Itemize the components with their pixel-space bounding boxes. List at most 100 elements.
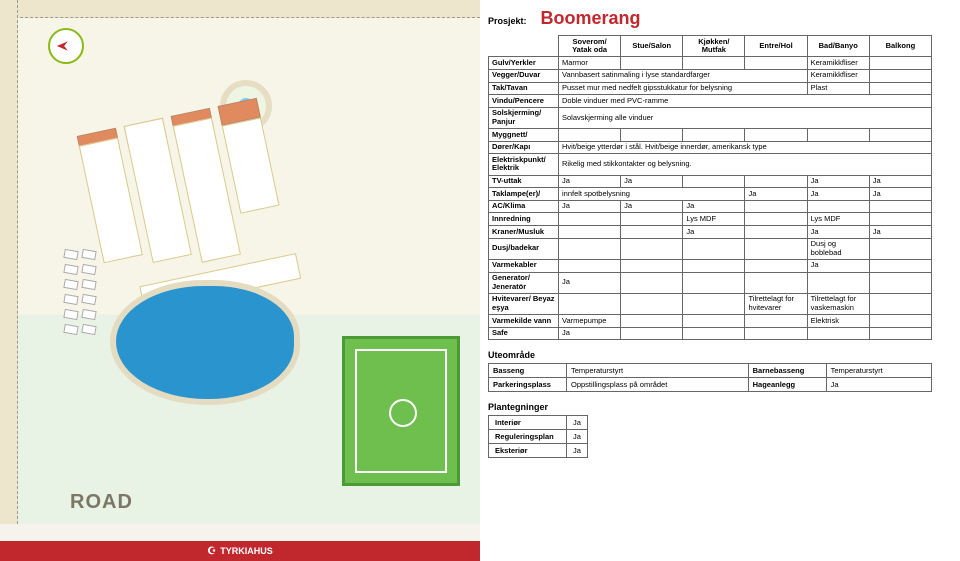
row-label: Generator/ Jeneratör [489, 272, 559, 293]
table-row: BassengTemperaturstyrtBarnebassengTemper… [489, 364, 932, 378]
row-value [559, 226, 621, 239]
row-label: Eksteriør [489, 444, 567, 458]
table-row: EksteriørJa [489, 444, 588, 458]
sports-field-icon [342, 336, 460, 486]
row-label: Taklampe(er)/ [489, 188, 559, 201]
row-value [559, 129, 621, 142]
row-value [683, 327, 745, 340]
project-header: Prosjekt: Boomerang [488, 8, 932, 29]
row-label: Vindu/Pencere [489, 95, 559, 108]
row-value [869, 315, 931, 328]
compass-icon [48, 28, 84, 64]
row-value [621, 213, 683, 226]
table-row: Dusj/badekar Dusj og boblebad [489, 238, 932, 259]
row-value: Ja [621, 200, 683, 213]
row-value [621, 57, 683, 70]
row-label: Reguleringsplan [489, 430, 567, 444]
row-value: Dusj og boblebad [807, 238, 869, 259]
row-value: Ja [869, 226, 931, 239]
row-value: Varmepumpe [559, 315, 621, 328]
row-value: Ja [807, 175, 869, 188]
row-value: Solavskjerming alle vinduer [559, 107, 932, 128]
row-value: Ja [567, 430, 588, 444]
row-value [807, 129, 869, 142]
table-row: Dører/KapıHvit/beige ytterdør i stål. Hv… [489, 141, 932, 154]
row-value: Ja [567, 444, 588, 458]
row-value [621, 238, 683, 259]
row-value [621, 226, 683, 239]
row-value [869, 272, 931, 293]
row-value: Rikelig med stikkontakter og belysning. [559, 154, 932, 175]
row-value [807, 327, 869, 340]
row-label: AC/Klima [489, 200, 559, 213]
row-value [683, 259, 745, 272]
row-value: Keramikkfliser [807, 57, 869, 70]
row-label: Gulv/Yerkler [489, 57, 559, 70]
road-top [0, 0, 480, 18]
table-row: ParkeringsplassOppstillingsplass på områ… [489, 378, 932, 392]
row-value: Vannbasert satinmaling i lyse standardfa… [559, 69, 808, 82]
site-plan-panel: ROAD ☪ TYRKIAHUS [0, 0, 480, 561]
table-row: AC/KlimaJaJaJa [489, 200, 932, 213]
spec-col-5: Balkong [869, 36, 931, 57]
spec-col-0: Soverom/ Yatak oda [559, 36, 621, 57]
row-value [807, 200, 869, 213]
row-value [869, 82, 931, 95]
row-label: Varmekabler [489, 259, 559, 272]
row-value [559, 293, 621, 314]
row-value: Oppstillingsplass på området [567, 378, 749, 392]
row-label: Solskjerming/ Panjur [489, 107, 559, 128]
table-row: Generator/ JeneratörJa [489, 272, 932, 293]
row-label: Tak/Tavan [489, 82, 559, 95]
table-row: ReguleringsplanJa [489, 430, 588, 444]
row-value [869, 69, 931, 82]
row-value: Ja [869, 175, 931, 188]
row-value [621, 259, 683, 272]
row-value [621, 315, 683, 328]
row-value [745, 272, 807, 293]
row-value [621, 129, 683, 142]
row-value [745, 200, 807, 213]
row-label: Basseng [489, 364, 567, 378]
footer-brand-left: ☪ TYRKIAHUS [0, 541, 480, 561]
brand-text: TYRKIAHUS [220, 546, 273, 556]
row-value: Elektrisk [807, 315, 869, 328]
row-value [745, 259, 807, 272]
row-value: Ja [559, 175, 621, 188]
row-label: Dusj/badekar [489, 238, 559, 259]
row-value: Ja [559, 200, 621, 213]
row-label: Hageanlegg [748, 378, 826, 392]
spec-panel: Prosjekt: Boomerang Soverom/ Yatak odaSt… [480, 0, 960, 561]
row-label: Elektriskpunkt/ Elektrik [489, 154, 559, 175]
row-value [869, 327, 931, 340]
row-value: Ja [807, 259, 869, 272]
row-value: Ja [826, 378, 931, 392]
row-value [559, 213, 621, 226]
spec-col-1: Stue/Salon [621, 36, 683, 57]
row-value [745, 57, 807, 70]
table-row: Hvitevarer/ Beyaz eşyaTilrettelagt for h… [489, 293, 932, 314]
plans-title: Plantegninger [488, 402, 932, 412]
row-value: Doble vinduer med PVC-ramme [559, 95, 932, 108]
table-row: InnredningLys MDFLys MDF [489, 213, 932, 226]
row-value [683, 57, 745, 70]
row-value: Ja [807, 188, 869, 201]
table-row: InteriørJa [489, 416, 588, 430]
row-value [807, 272, 869, 293]
row-value: Keramikkfliser [807, 69, 869, 82]
road-label: ROAD [70, 491, 133, 514]
row-value [683, 129, 745, 142]
table-row: Elektriskpunkt/ ElektrikRikelig med stik… [489, 154, 932, 175]
outdoor-table: BassengTemperaturstyrtBarnebassengTemper… [488, 363, 932, 392]
row-value [745, 213, 807, 226]
row-label: Barnebasseng [748, 364, 826, 378]
table-row: TV-uttakJaJaJaJa [489, 175, 932, 188]
row-value [869, 293, 931, 314]
spec-corner [489, 36, 559, 57]
row-label: Innredning [489, 213, 559, 226]
row-value [683, 315, 745, 328]
row-value: Pusset mur med nedfelt gipsstukkatur for… [559, 82, 808, 95]
row-value: Ja [559, 272, 621, 293]
table-row: Solskjerming/ PanjurSolavskjerming alle … [489, 107, 932, 128]
star-icon: ☪ [207, 546, 216, 557]
